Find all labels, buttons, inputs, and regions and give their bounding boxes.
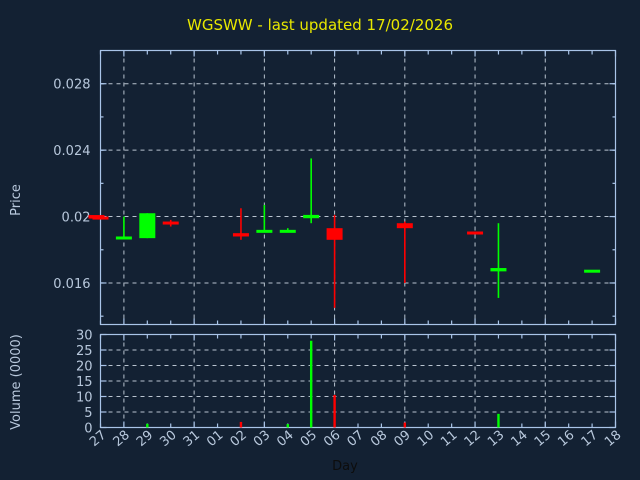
price-grid: [100, 50, 616, 325]
volume-tick-label: 5: [84, 406, 92, 421]
candlestick-06: [326, 214, 343, 308]
candlestick-series: [88, 158, 601, 308]
candle-body: [326, 228, 343, 240]
volume-tick-label: 20: [76, 360, 93, 375]
candle-body: [303, 214, 320, 219]
volume-grid: [100, 334, 616, 428]
price-tick-label: 0.016: [53, 277, 90, 292]
volume-tick-label: 30: [76, 329, 93, 344]
candlestick-04: [279, 228, 296, 233]
candle-body: [467, 231, 484, 235]
volume-tick-label: 0: [84, 422, 92, 437]
candle-body: [279, 229, 296, 233]
candlestick-28: [115, 216, 132, 240]
candlestick-30: [162, 219, 179, 227]
volume-series: [146, 340, 500, 428]
candlestick-09: [396, 221, 413, 283]
volume-tick-label: 25: [76, 344, 93, 359]
candle-body-27-edge: [88, 215, 105, 219]
candle-body: [232, 233, 249, 237]
candlestick-03: [256, 204, 273, 233]
candle-body: [162, 221, 179, 225]
candle-body: [256, 229, 273, 233]
candlestick-13: [490, 223, 507, 298]
candlestick-05: [303, 158, 320, 224]
candlestick-17: [584, 269, 601, 273]
candle-body: [139, 213, 156, 239]
candle-body: [490, 268, 507, 272]
volume-tick-label: 10: [76, 391, 93, 406]
candle-body: [115, 236, 132, 240]
volume-tick-label: 15: [76, 375, 93, 390]
candle-body: [584, 269, 601, 273]
price-tick-label: 0.024: [53, 144, 90, 159]
y-axis-label-price: Price: [9, 184, 24, 216]
candlestick-12: [467, 231, 484, 235]
price-tick-label: 0.02: [62, 211, 91, 226]
price-tick-label: 0.028: [53, 78, 90, 93]
x-axis-label: Day: [332, 459, 358, 474]
x-axis-tick-labels: 27 28 29 30 31 01 02 03 04 05 06 07 08 09 10 11 12 13 14 15…: [87, 428, 624, 450]
candle-body: [396, 223, 413, 229]
candlestick-29: [139, 213, 156, 239]
chart-title: WGSWW - last updated 17/02/2026: [187, 16, 453, 34]
y-axis-label-volume: Volume (0000): [9, 334, 24, 430]
x-axis-ticks: [99, 50, 617, 428]
candlestick-02: [232, 208, 249, 240]
